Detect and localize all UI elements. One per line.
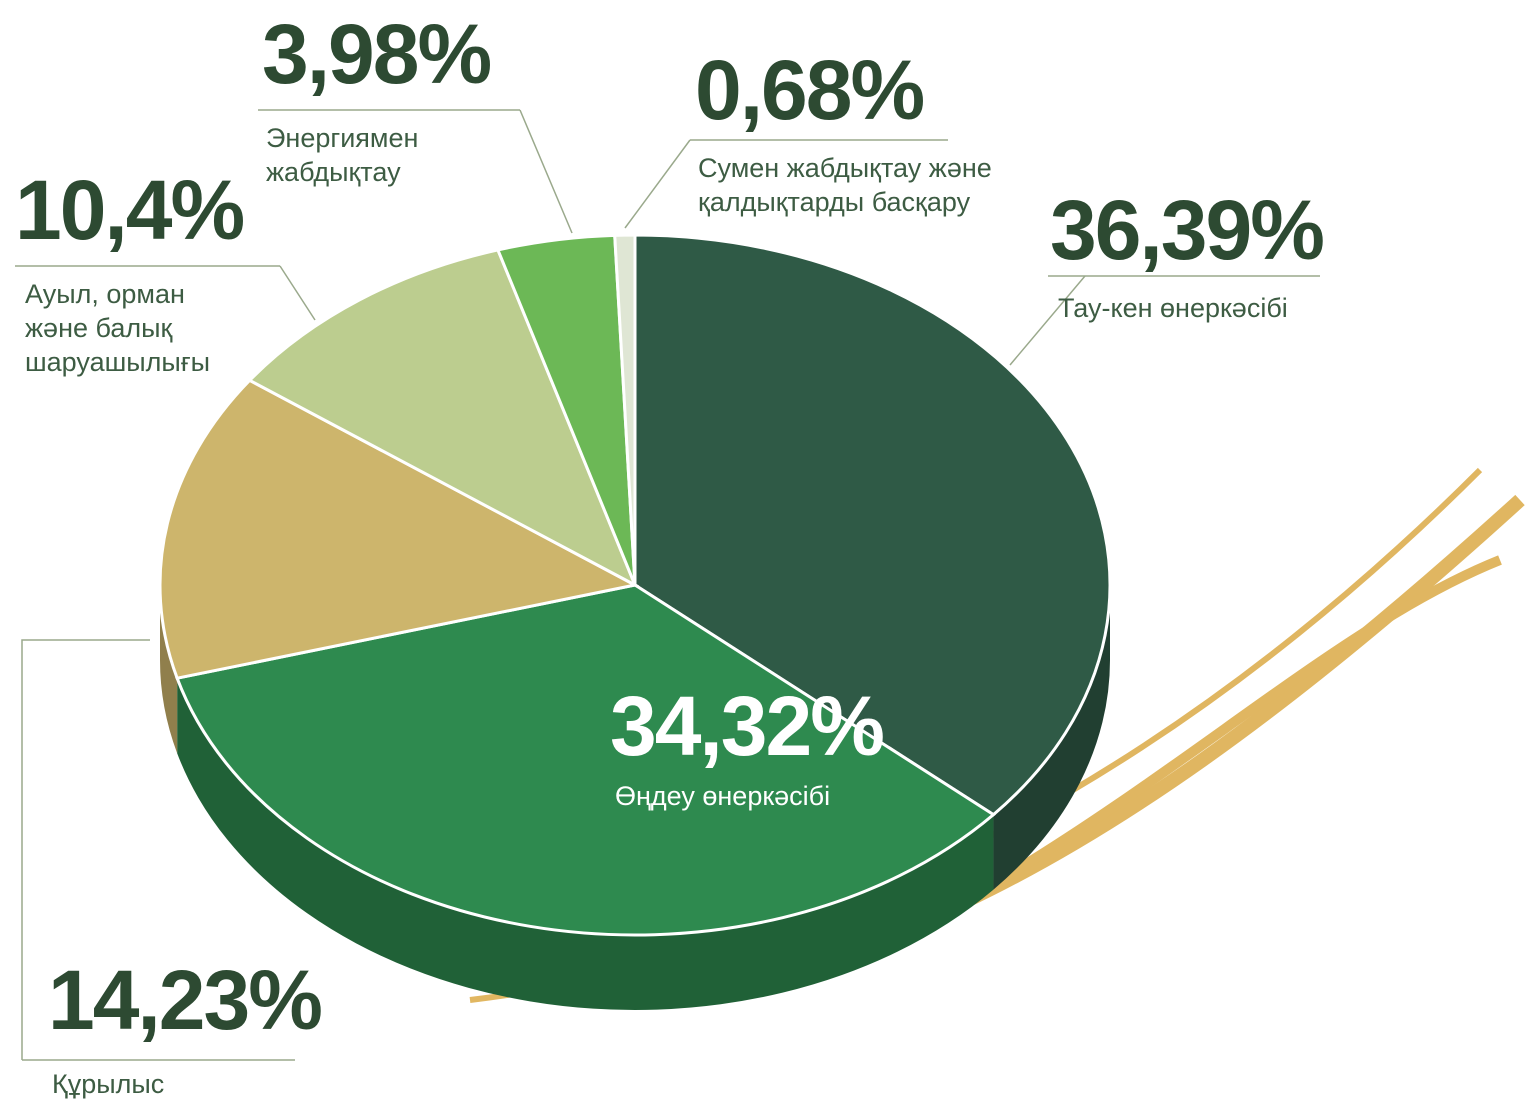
slice-side <box>160 585 178 754</box>
leader-line <box>1009 275 1086 366</box>
slice <box>175 583 996 937</box>
value-label: 10,4% <box>15 163 245 257</box>
slice <box>158 378 640 680</box>
leader-line <box>519 109 573 234</box>
slice <box>613 233 637 586</box>
slice <box>247 248 638 589</box>
value-label: 14,23% <box>48 953 323 1047</box>
leader-line <box>21 639 150 1060</box>
leader-line <box>624 139 691 229</box>
category-label: Тау-кен өнеркәсібі <box>1058 293 1288 323</box>
value-label: 36,39% <box>1050 183 1325 277</box>
category-label: Энергиямен жабдықтау <box>266 123 419 187</box>
value-label: 0,68% <box>695 43 925 137</box>
slice-side <box>993 585 1110 890</box>
slice-side <box>177 678 994 1011</box>
category-label: Ауыл, орман және балық шаруашылығы <box>25 279 211 377</box>
value-label: 34,32% <box>610 679 885 773</box>
value-label: 3,98% <box>262 7 492 101</box>
slice <box>633 233 1112 817</box>
leader-line <box>279 265 316 321</box>
category-label: Сумен жабдықтау және қалдықтарды басқару <box>698 153 992 217</box>
category-label: Өңдеу өнеркәсібі <box>615 781 831 811</box>
category-label: Құрылыс <box>52 1069 165 1099</box>
